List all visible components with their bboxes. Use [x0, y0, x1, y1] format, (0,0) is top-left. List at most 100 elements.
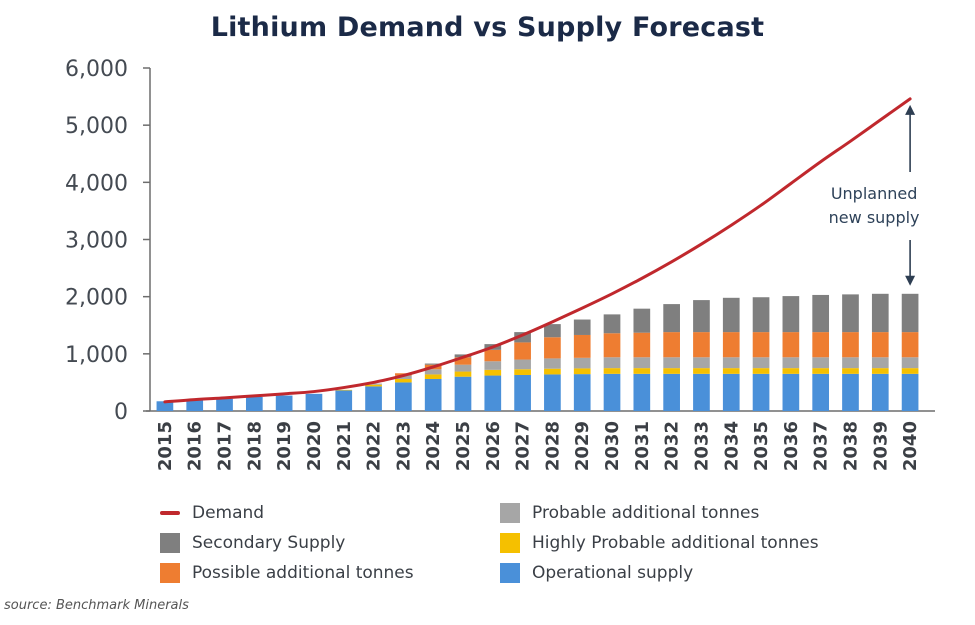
- bars: [156, 293, 919, 411]
- bar-possible-additional-tonnes-2026: [484, 349, 502, 362]
- bar-operational-supply-2040: [901, 373, 919, 411]
- legend-label: Operational supply: [532, 563, 694, 583]
- y-tick-label: 2,000: [65, 286, 128, 311]
- bar-operational-supply-2019: [275, 395, 293, 411]
- bar-possible-additional-tonnes-2038: [842, 332, 859, 358]
- bar-highly-probable-additional-tonnes-2036: [782, 368, 800, 374]
- bar-secondary-supply-2027: [514, 332, 531, 343]
- bar-probable-additional-tonnes-2037: [812, 357, 830, 369]
- bar-probable-additional-tonnes-2030: [603, 357, 621, 369]
- bar-operational-supply-2031: [633, 373, 651, 411]
- bar-secondary-supply-2033: [693, 300, 710, 333]
- legend-label: Secondary Supply: [192, 533, 346, 553]
- bar-possible-additional-tonnes-2027: [514, 342, 531, 360]
- bar-possible-additional-tonnes-2036: [782, 332, 800, 358]
- x-tick-label: 2036: [781, 421, 802, 471]
- y-tick-label: 0: [114, 400, 128, 425]
- bar-secondary-supply-2035: [752, 297, 770, 333]
- x-tick-label: 2018: [244, 421, 265, 471]
- legend-item-operational-supply: Operational supply: [500, 563, 693, 583]
- bar-operational-supply-2016: [186, 400, 204, 411]
- x-tick-label: 2020: [304, 421, 325, 471]
- legend-item-highly-probable-additional-tonnes: Highly Probable additional tonnes: [500, 533, 819, 553]
- x-tick-label: 2032: [662, 421, 683, 471]
- demand-line-group: [163, 97, 912, 404]
- bar-possible-additional-tonnes-2037: [812, 332, 830, 358]
- legend-line-swatch: [160, 511, 180, 515]
- x-tick-label: 2038: [840, 421, 861, 471]
- bar-probable-additional-tonnes-2036: [782, 357, 800, 369]
- x-tick-label: 2040: [900, 421, 921, 471]
- bar-secondary-supply-2040: [901, 293, 919, 333]
- bar-probable-additional-tonnes-2031: [633, 357, 651, 369]
- x-tick-label: 2028: [542, 421, 563, 471]
- y-tick-label: 6,000: [65, 57, 128, 82]
- legend-color-swatch: [500, 533, 520, 553]
- bar-probable-additional-tonnes-2022: [365, 383, 382, 385]
- bar-possible-additional-tonnes-2034: [722, 332, 740, 358]
- legend-color-swatch: [160, 533, 180, 553]
- bar-operational-supply-2018: [245, 396, 263, 411]
- bar-possible-additional-tonnes-2029: [573, 334, 591, 358]
- annotation-group: Unplanned new supply: [829, 104, 920, 286]
- bar-operational-supply-2039: [871, 373, 889, 411]
- bar-highly-probable-additional-tonnes-2026: [484, 369, 502, 376]
- bar-highly-probable-additional-tonnes-2027: [514, 369, 531, 375]
- bar-probable-additional-tonnes-2038: [842, 357, 859, 369]
- y-tick-labels: 0 1,000 2,000 3,000 4,000 5,000 6,000: [65, 57, 128, 425]
- bar-probable-additional-tonnes-2023: [395, 375, 412, 379]
- x-tick-label: 2031: [632, 421, 653, 471]
- x-tick-label: 2023: [393, 421, 414, 471]
- bar-probable-additional-tonnes-2029: [573, 357, 591, 369]
- y-tick-label: 3,000: [65, 229, 128, 254]
- bar-highly-probable-additional-tonnes-2035: [752, 368, 770, 374]
- bar-highly-probable-additional-tonnes-2029: [573, 368, 591, 375]
- bar-operational-supply-2037: [812, 373, 830, 411]
- bar-probable-additional-tonnes-2026: [484, 361, 502, 370]
- bar-secondary-supply-2029: [573, 319, 591, 335]
- x-tick-label: 2026: [483, 421, 504, 471]
- legend-item-demand: Demand: [160, 503, 264, 523]
- bar-highly-probable-additional-tonnes-2038: [842, 368, 859, 374]
- bar-operational-supply-2038: [842, 373, 859, 411]
- bar-secondary-supply-2030: [603, 314, 621, 334]
- legend-color-swatch: [500, 563, 520, 583]
- x-tick-label: 2016: [185, 421, 206, 471]
- source-note: source: Benchmark Minerals: [4, 598, 189, 613]
- bar-probable-additional-tonnes-2024: [424, 369, 442, 375]
- bar-secondary-supply-2037: [812, 294, 830, 333]
- bar-highly-probable-additional-tonnes-2025: [454, 371, 472, 377]
- x-tick-label: 2035: [751, 421, 772, 471]
- bar-possible-additional-tonnes-2025: [454, 357, 472, 365]
- bar-operational-supply-2029: [573, 374, 591, 411]
- bar-probable-additional-tonnes-2035: [752, 357, 770, 369]
- bar-operational-supply-2015: [156, 401, 174, 411]
- legend-item-possible-additional-tonnes: Possible additional tonnes: [160, 563, 414, 583]
- bar-probable-additional-tonnes-2027: [514, 359, 531, 370]
- annotation-text: new supply: [829, 208, 920, 227]
- bar-highly-probable-additional-tonnes-2030: [603, 368, 621, 374]
- legend-color-swatch: [500, 503, 520, 523]
- bar-probable-additional-tonnes-2033: [693, 357, 710, 369]
- x-tick-label: 2027: [513, 421, 534, 471]
- bar-operational-supply-2025: [454, 376, 472, 411]
- bar-possible-additional-tonnes-2035: [752, 332, 770, 358]
- chart-title: Lithium Demand vs Supply Forecast: [210, 12, 765, 43]
- bar-possible-additional-tonnes-2032: [663, 332, 680, 358]
- demand-line: [163, 97, 912, 404]
- bar-operational-supply-2026: [484, 375, 502, 411]
- x-tick-label: 2024: [423, 421, 444, 471]
- x-tick-label: 2015: [155, 421, 176, 471]
- bar-probable-additional-tonnes-2040: [901, 357, 919, 369]
- bar-operational-supply-2036: [782, 373, 800, 411]
- x-tick-labels: 2015 2016 2017 2018 2019 2020 2021 2022 2023 2024…: [155, 421, 921, 471]
- x-tick-label: 2019: [274, 421, 295, 471]
- bar-operational-supply-2022: [365, 386, 382, 411]
- arrow-down-icon: [905, 275, 916, 286]
- x-tick-label: 2021: [334, 421, 355, 471]
- bar-probable-additional-tonnes-2032: [663, 357, 680, 369]
- annotation-text: Unplanned: [831, 184, 918, 203]
- y-tick-label: 4,000: [65, 171, 128, 196]
- bar-highly-probable-additional-tonnes-2021: [335, 389, 353, 391]
